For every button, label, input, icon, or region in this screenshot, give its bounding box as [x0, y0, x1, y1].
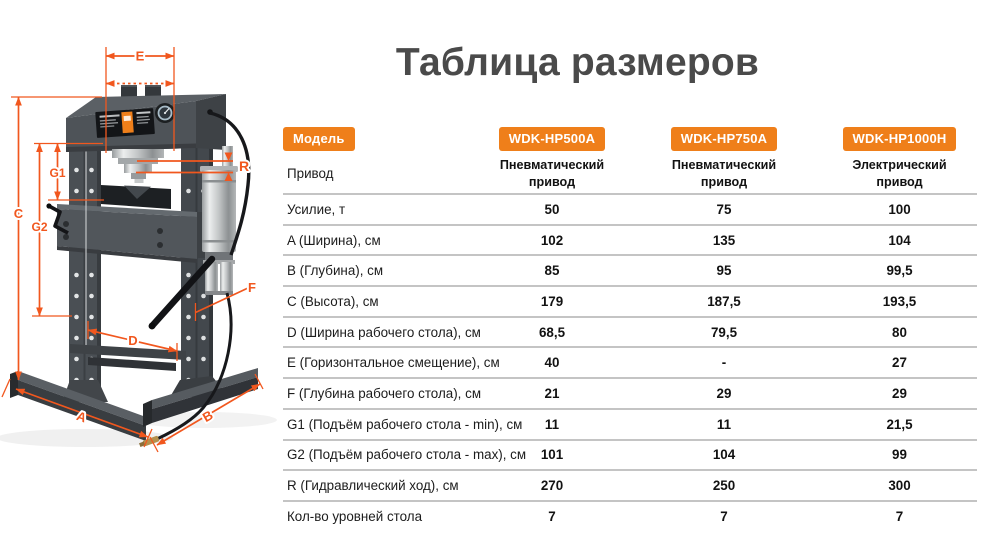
row-label: Кол-во уровней стола [287, 508, 423, 524]
table-row: D (Ширина рабочего стола), см 68,5 79,5 … [283, 315, 977, 347]
spec-value: 79,5 [710, 324, 738, 340]
row-label: E (Горизонтальное смещение), см [287, 355, 500, 371]
table-row: B (Глубина), см 85 95 99,5 [283, 254, 977, 285]
spec-value: Пневматический привод [671, 158, 777, 189]
spec-value: 11 [544, 416, 560, 432]
row-label: R (Гидравлический ход), см [287, 478, 459, 494]
row-label: A (Ширина), см [287, 232, 381, 248]
table-row: R (Гидравлический ход), см 270 250 300 [283, 469, 977, 500]
spec-value: 179 [540, 293, 564, 309]
table-row: C (Высота), см 179 187,5 193,5 [283, 285, 977, 316]
spec-value: 104 [888, 232, 911, 248]
table-row: F (Глубина рабочего стола), см 21 29 29 [283, 377, 977, 408]
dim-label-e: E [136, 49, 145, 64]
table-row: Кол-во уровней стола 7 7 7 [283, 499, 977, 531]
model-badge-wdk-hp750a: WDK-HP750A [670, 127, 778, 151]
table-row: G1 (Подъём рабочего стола - min), см 11 … [283, 407, 977, 439]
spec-value: 187,5 [707, 293, 741, 309]
spec-value: 85 [544, 263, 560, 279]
spec-value: 50 [544, 201, 560, 217]
row-label: B (Глубина), см [287, 263, 384, 279]
spec-value: 80 [892, 324, 907, 340]
press-head [66, 85, 226, 152]
table-row: G2 (Подъём рабочего стола - max), см 101… [283, 438, 977, 470]
spec-value: 270 [540, 478, 564, 494]
table-row: E (Горизонтальное смещение), см 40 - 27 [283, 346, 977, 377]
spec-table: Модель WDK-HP500A WDK-HP750A WDK-HP1000H… [283, 127, 977, 531]
spec-value: 68,5 [538, 324, 566, 340]
row-label: D (Ширина рабочего стола), см [287, 324, 481, 340]
row-label: G2 (Подъём рабочего стола - max), см [287, 447, 527, 463]
spec-value: 29 [716, 385, 732, 401]
spec-value: 7 [720, 508, 728, 524]
spec-value: 75 [716, 201, 732, 217]
spec-value: 7 [548, 508, 556, 524]
row-label: G1 (Подъём рабочего стола - min), см [287, 416, 523, 432]
spec-value: 250 [712, 478, 736, 494]
spec-value: 29 [892, 385, 907, 401]
row-label: Усилие, т [287, 201, 346, 217]
spec-value: 101 [540, 447, 564, 463]
spec-value: 40 [544, 355, 560, 371]
spec-value: 21 [544, 385, 560, 401]
row-label: F (Глубина рабочего стола), см [287, 385, 482, 401]
info-label-plate [95, 108, 155, 138]
drive-row: Привод Пневматический привод Пневматичес… [283, 154, 977, 193]
spec-value: 99 [892, 447, 907, 463]
table-header: Модель WDK-HP500A WDK-HP750A WDK-HP1000H [283, 127, 977, 151]
dim-label-d: D [128, 333, 137, 348]
hydraulic-cylinder [200, 146, 238, 295]
dimension-lines: E C G1 G2 R D F A [1, 47, 264, 453]
floor-brace [88, 357, 176, 371]
spec-value: 27 [892, 355, 907, 371]
pump-handle [148, 255, 216, 330]
spec-value: 104 [712, 447, 736, 463]
press-diagram: E C G1 G2 R D F A [0, 47, 277, 453]
spec-value: 99,5 [886, 263, 913, 279]
spec-value: 11 [716, 416, 732, 432]
dim-label-c: C [14, 206, 24, 221]
dim-label-g1: G1 [49, 166, 65, 180]
v-block [101, 185, 171, 209]
spec-value: 193,5 [882, 293, 917, 309]
spec-value: - [721, 355, 727, 371]
row-label: Привод [287, 166, 334, 181]
hose-fitting [139, 435, 160, 447]
column-holes [186, 188, 206, 383]
model-badge-wdk-hp500a: WDK-HP500A [498, 127, 606, 151]
spec-value: 95 [716, 263, 732, 279]
pump-handle-grip [148, 322, 156, 330]
page-title: Таблица размеров [395, 41, 760, 84]
spec-value: 102 [540, 232, 564, 248]
winch-crank [46, 203, 69, 235]
spec-value: 135 [712, 232, 736, 248]
dim-label-r: R [239, 158, 249, 174]
press-machine [0, 85, 277, 447]
table-row: A (Ширина), см 102 135 104 [283, 223, 977, 255]
spec-value: Электрический привод [852, 158, 947, 189]
spec-value: 100 [888, 201, 911, 217]
spec-value: 300 [888, 478, 911, 494]
row-label: C (Высота), см [287, 293, 379, 309]
spec-value: 21,5 [886, 416, 913, 432]
model-header-badge: Модель [283, 127, 355, 151]
spec-value: 7 [895, 508, 904, 524]
dim-label-f: F [248, 280, 256, 295]
dim-label-g2: G2 [31, 220, 47, 234]
table-row: Усилие, т 50 75 100 [283, 193, 977, 224]
spec-value: Пневматический привод [499, 158, 605, 189]
model-badge-wdk-hp1000h: WDK-HP1000H [842, 127, 957, 151]
hydraulic-ram [112, 149, 164, 183]
pressure-gauge [155, 103, 175, 123]
model-header-cell: Модель [283, 127, 478, 151]
